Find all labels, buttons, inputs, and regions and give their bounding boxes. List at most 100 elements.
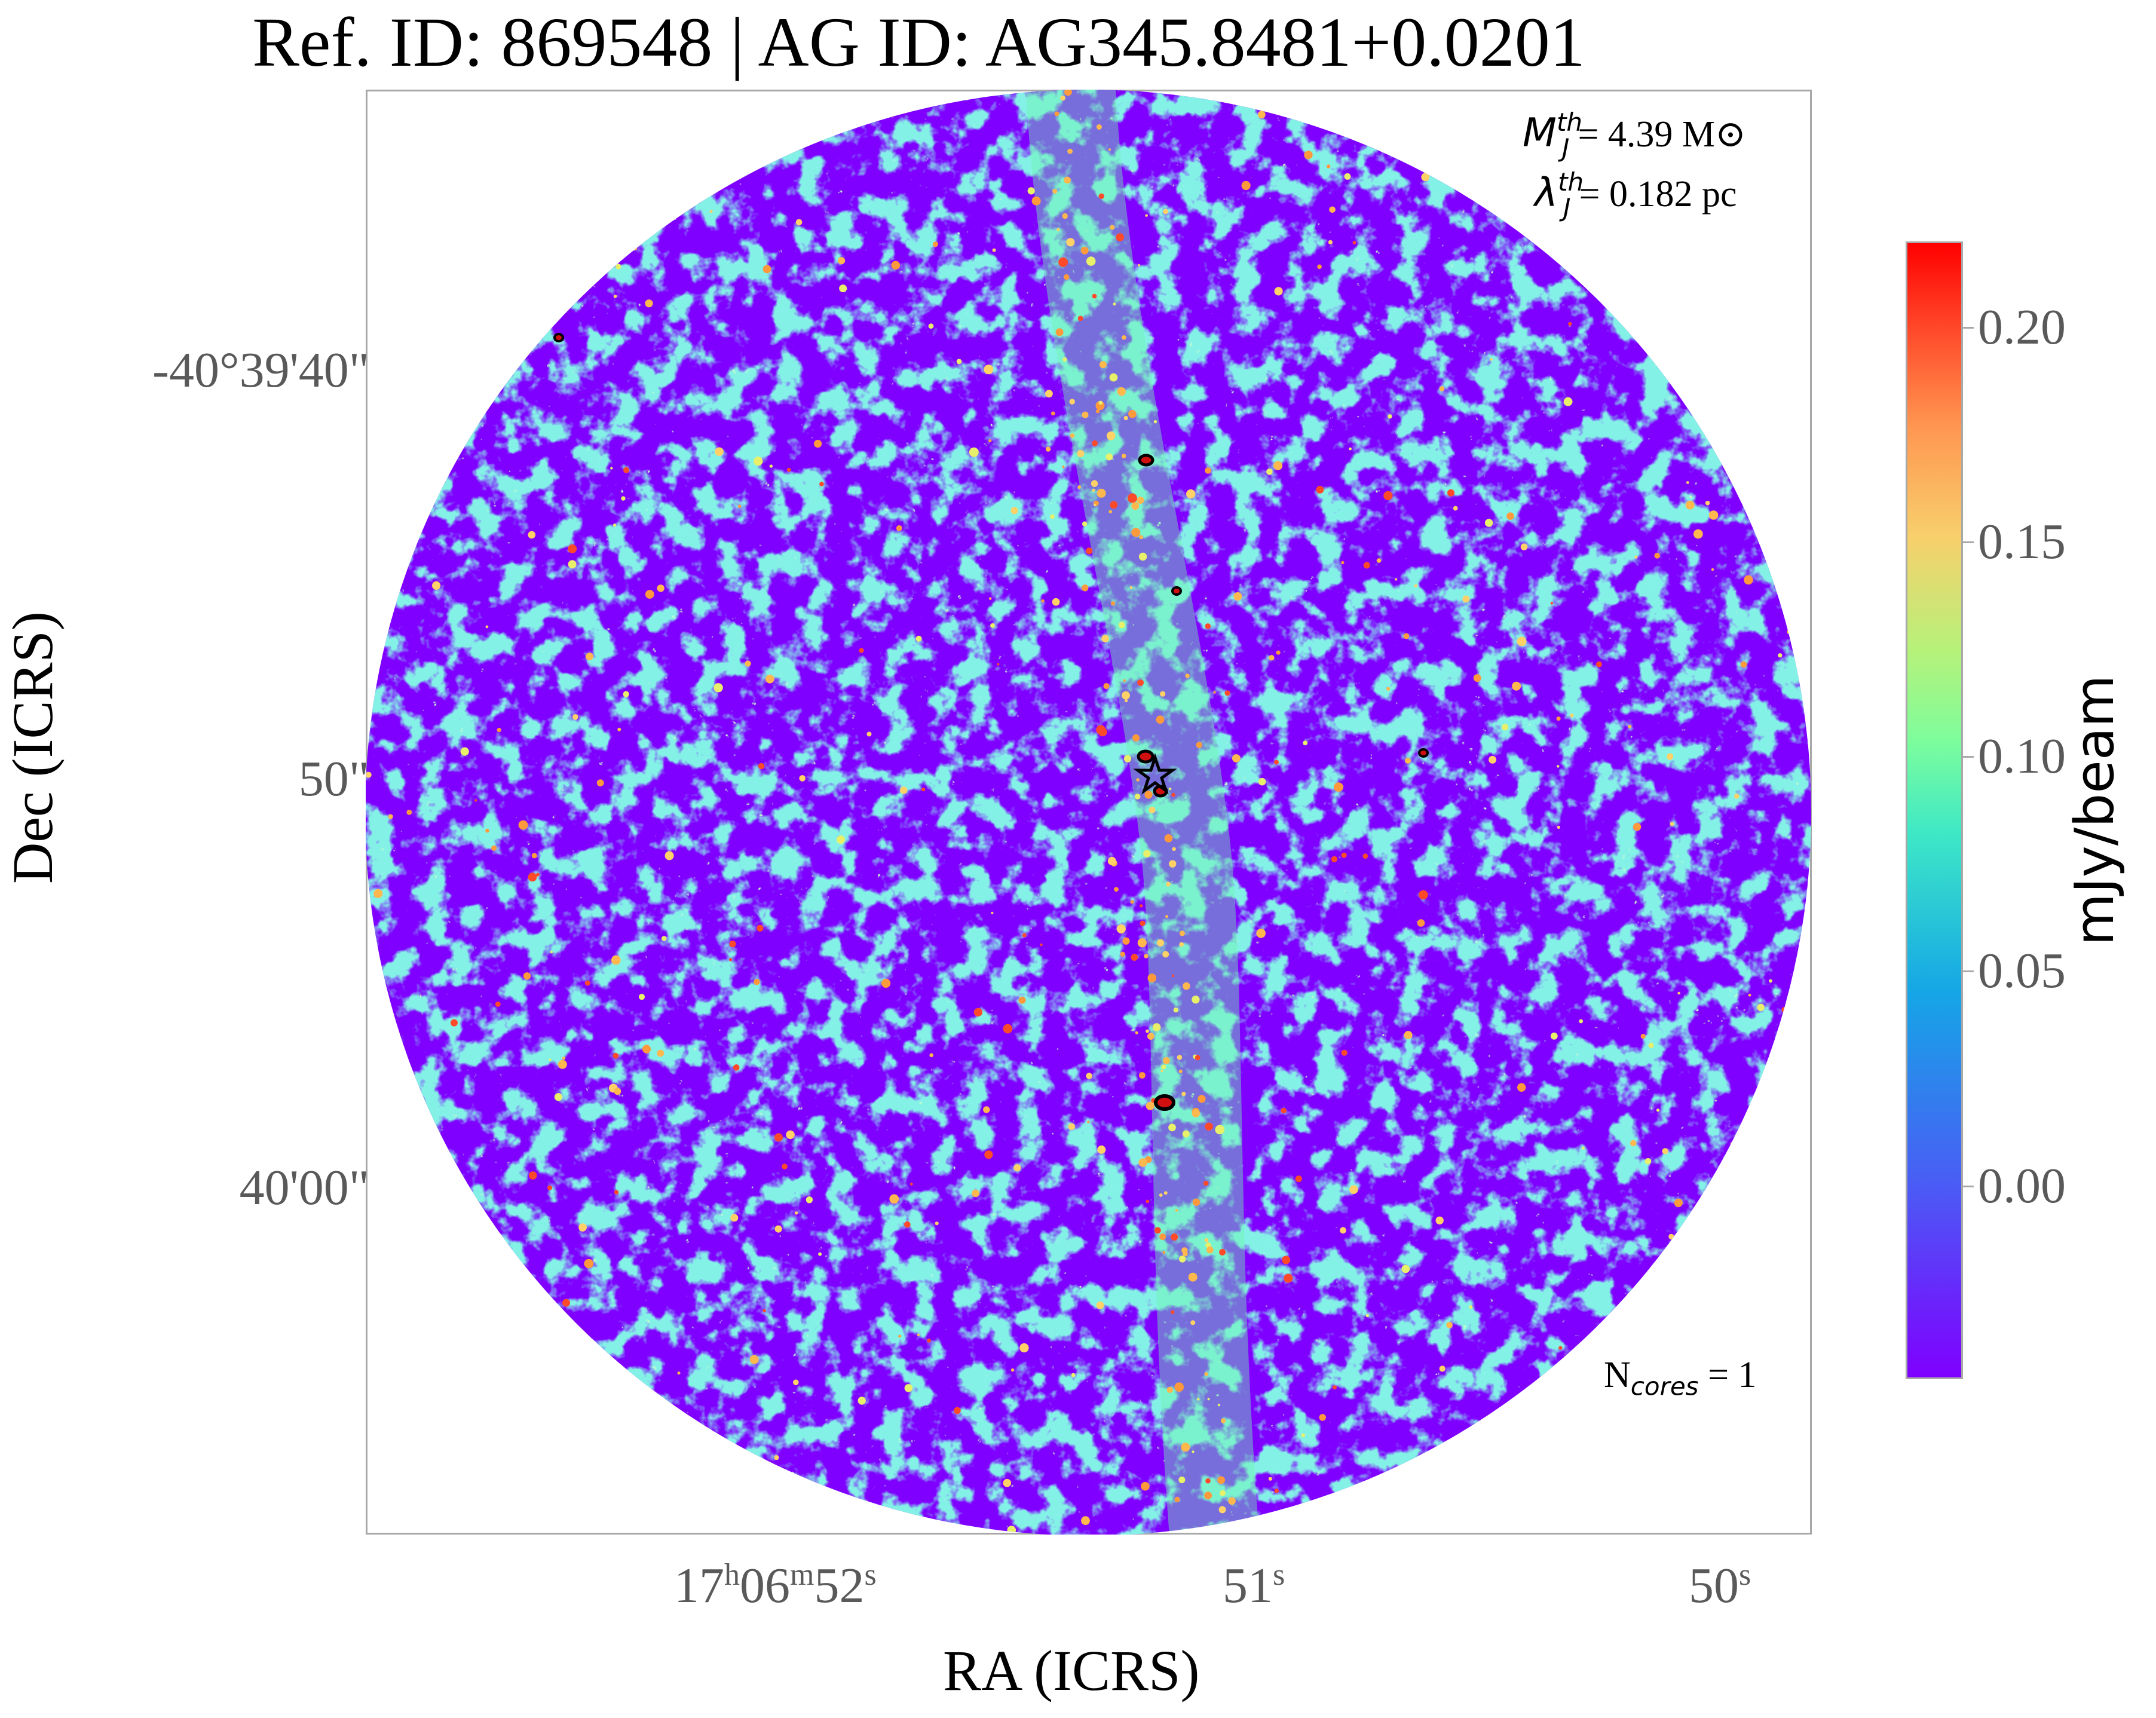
emission-speckle bbox=[1295, 1175, 1302, 1183]
emission-speckle bbox=[774, 1133, 783, 1142]
emission-speckle bbox=[1421, 173, 1430, 182]
emission-speckle bbox=[1439, 386, 1445, 391]
emission-speckle bbox=[1045, 446, 1051, 452]
emission-speckle bbox=[1095, 409, 1100, 414]
emission-speckle bbox=[760, 1483, 768, 1492]
emission-speckle bbox=[1182, 1130, 1190, 1138]
emission-speckle bbox=[429, 1187, 433, 1192]
emission-speckle bbox=[1693, 529, 1703, 539]
emission-speckle bbox=[425, 1229, 429, 1233]
emission-speckle bbox=[1091, 480, 1098, 487]
emission-speckle bbox=[1331, 856, 1337, 862]
emission-speckle bbox=[1712, 1315, 1720, 1323]
emission-speckle bbox=[1506, 512, 1514, 520]
emission-speckle bbox=[1713, 1226, 1723, 1236]
emission-speckle bbox=[1777, 409, 1784, 417]
emission-speckle bbox=[1181, 1092, 1186, 1097]
emission-speckle bbox=[1662, 1148, 1668, 1154]
emission-speckle bbox=[1198, 1095, 1206, 1103]
emission-speckle bbox=[713, 683, 723, 693]
emission-speckle bbox=[1114, 887, 1119, 892]
emission-speckle bbox=[584, 980, 590, 986]
emission-speckle bbox=[657, 584, 664, 592]
emission-speckle bbox=[1062, 213, 1068, 219]
emission-speckle bbox=[1064, 176, 1071, 184]
emission-speckle bbox=[432, 581, 441, 590]
emission-speckle bbox=[1664, 368, 1674, 378]
emission-speckle bbox=[568, 560, 577, 569]
emission-speckle bbox=[1633, 823, 1642, 831]
colorbar bbox=[1906, 241, 1963, 1379]
emission-speckle bbox=[795, 219, 803, 226]
emission-speckle bbox=[1404, 1031, 1413, 1039]
emission-speckle bbox=[562, 1299, 570, 1307]
emission-speckle bbox=[1173, 1007, 1179, 1013]
emission-speckle bbox=[1334, 782, 1343, 792]
emission-speckle bbox=[1123, 679, 1126, 682]
emission-speckle bbox=[1748, 993, 1751, 997]
bright-emission-spots bbox=[366, 90, 1808, 1535]
emission-speckle bbox=[1145, 214, 1148, 217]
emission-speckle bbox=[554, 1093, 563, 1101]
contour-core bbox=[1154, 1094, 1175, 1111]
emission-speckle bbox=[584, 1258, 594, 1269]
emission-speckle bbox=[1179, 930, 1185, 936]
emission-speckle bbox=[730, 1214, 739, 1222]
emission-speckle bbox=[1221, 1418, 1226, 1423]
emission-speckle bbox=[473, 1360, 477, 1365]
emission-speckle bbox=[839, 284, 847, 293]
emission-speckle bbox=[1113, 302, 1116, 306]
emission-speckle bbox=[774, 1455, 779, 1460]
emission-speckle bbox=[1470, 103, 1478, 112]
emission-speckle bbox=[1576, 251, 1585, 261]
emission-speckle bbox=[1644, 1331, 1647, 1334]
emission-speckle bbox=[1778, 653, 1783, 658]
emission-speckle bbox=[1205, 623, 1211, 629]
emission-speckle bbox=[1341, 561, 1345, 565]
emission-speckle bbox=[1386, 687, 1391, 691]
emission-speckle bbox=[1156, 715, 1165, 724]
emission-speckle bbox=[1484, 519, 1493, 527]
emission-speckle bbox=[1207, 1398, 1210, 1401]
y-tick-label: 50" bbox=[298, 751, 369, 807]
emission-speckle bbox=[1077, 316, 1083, 321]
emission-speckle bbox=[1098, 193, 1104, 199]
emission-speckle bbox=[929, 1053, 933, 1058]
emission-speckle bbox=[1013, 1164, 1021, 1172]
emission-speckle bbox=[1781, 1007, 1787, 1013]
colorbar-tick-label: 0.10 bbox=[1978, 728, 2066, 785]
emission-speckle bbox=[1340, 1227, 1346, 1234]
emission-speckle bbox=[611, 955, 621, 965]
emission-speckle bbox=[891, 261, 901, 270]
colorbar-tick-label: 0.00 bbox=[1978, 1157, 2066, 1214]
emission-speckle bbox=[989, 597, 992, 600]
emission-speckle bbox=[1097, 488, 1106, 498]
emission-speckle bbox=[1062, 466, 1065, 468]
emission-speckle bbox=[1395, 578, 1398, 581]
emission-speckle bbox=[394, 253, 399, 257]
emission-speckle bbox=[621, 496, 626, 501]
emission-speckle bbox=[1511, 123, 1521, 133]
emission-speckle bbox=[1111, 601, 1115, 606]
emission-speckle bbox=[1137, 497, 1144, 504]
emission-speckle bbox=[1147, 1033, 1154, 1040]
emission-speckle bbox=[1206, 1246, 1214, 1254]
emission-speckle bbox=[1018, 996, 1026, 1004]
emission-speckle bbox=[1333, 1385, 1337, 1390]
emission-speckle bbox=[1376, 558, 1382, 563]
emission-speckle bbox=[1003, 1478, 1012, 1487]
emission-speckle bbox=[900, 786, 908, 794]
colorbar-tick-mark bbox=[1963, 756, 1974, 758]
emission-speckle bbox=[1787, 630, 1791, 635]
emission-speckle bbox=[1138, 552, 1147, 561]
emission-speckle bbox=[1162, 1251, 1166, 1254]
emission-speckle bbox=[1217, 1404, 1221, 1407]
emission-speckle bbox=[1129, 586, 1133, 589]
emission-speckle bbox=[1708, 510, 1719, 520]
emission-speckle bbox=[1171, 1310, 1175, 1314]
emission-speckle bbox=[1051, 411, 1055, 416]
emission-speckle bbox=[1137, 264, 1141, 267]
emission-speckle bbox=[733, 1064, 740, 1071]
emission-speckle bbox=[632, 246, 638, 251]
emission-speckle bbox=[1172, 847, 1176, 852]
